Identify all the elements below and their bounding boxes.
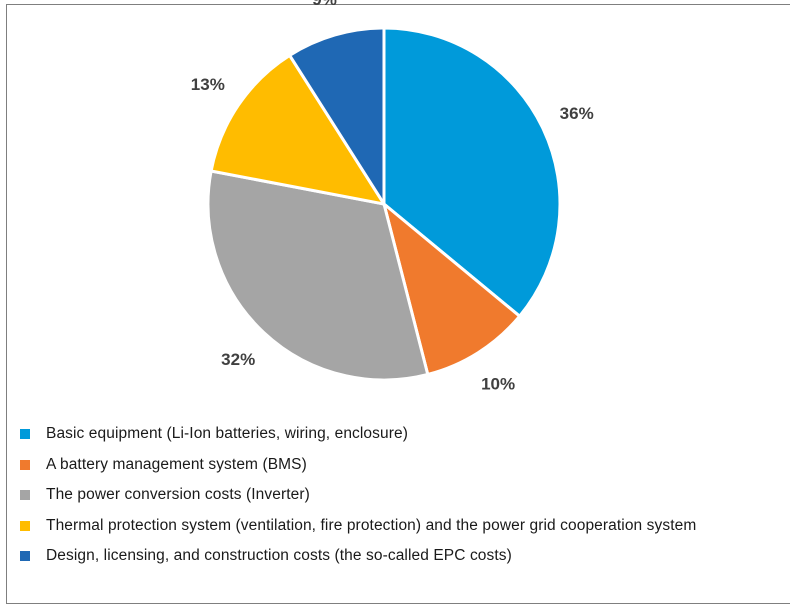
slice-label-3: 32% (221, 350, 255, 369)
legend-item-4: Thermal protection system (ventilation, … (20, 511, 696, 542)
slice-label-5: 9% (312, 0, 337, 9)
legend-swatch (20, 429, 30, 440)
pie-slice-4 (209, 53, 386, 206)
pie-chart: 36% 10% 32% 13% 9% (191, 0, 594, 393)
legend-swatch (20, 551, 30, 562)
legend-item-3: The power conversion costs (Inverter) (20, 480, 696, 511)
legend-item-1: Basic equipment (Li-Ion batteries, wirin… (20, 419, 696, 450)
legend-swatch (20, 459, 30, 470)
legend-label: A battery management system (BMS) (46, 455, 307, 473)
legend-swatch (20, 490, 30, 501)
legend-label: The power conversion costs (Inverter) (46, 486, 310, 504)
chart-legend: Basic equipment (Li-Ion batteries, wirin… (20, 419, 696, 572)
slice-label-1: 36% (560, 104, 594, 123)
pie-slice-5 (288, 26, 386, 206)
pie-slice-3 (206, 169, 430, 382)
legend-label: Design, licensing, and construction cost… (46, 547, 512, 565)
slice-label-2: 10% (481, 374, 515, 393)
legend-item-2: A battery management system (BMS) (20, 450, 696, 481)
slice-label-4: 13% (191, 75, 225, 94)
legend-swatch (20, 520, 30, 531)
pie-slice-1 (382, 26, 562, 318)
legend-item-5: Design, licensing, and construction cost… (20, 541, 696, 572)
legend-label: Basic equipment (Li-Ion batteries, wirin… (46, 425, 408, 443)
legend-label: Thermal protection system (ventilation, … (46, 516, 697, 534)
